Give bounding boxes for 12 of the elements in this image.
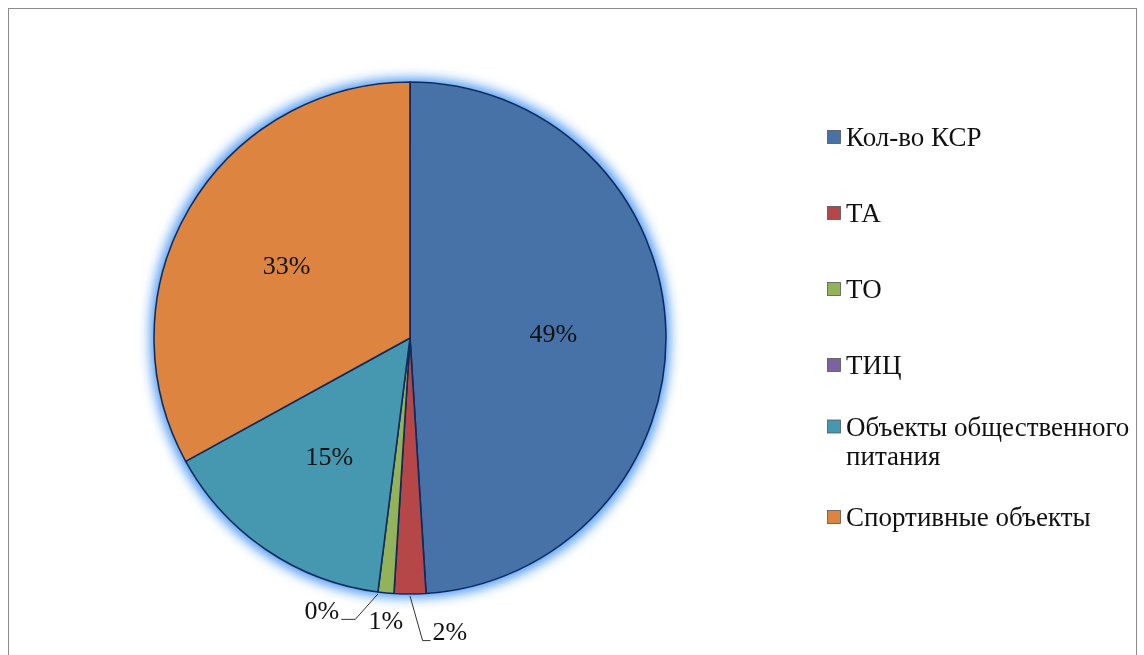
data-label: 33% — [262, 250, 311, 280]
text: 0% — [304, 595, 340, 625]
legend-label: Кол-во КСР — [846, 122, 982, 152]
legend-label: ТО — [846, 274, 882, 304]
data-label: 2% — [432, 617, 468, 647]
data-label: 15% — [305, 442, 354, 472]
legend-label: Объекты общественного питания — [846, 411, 1130, 471]
data-label: 49% — [529, 319, 578, 348]
data-label: 1% — [368, 606, 404, 636]
legend-label: ТА — [846, 198, 882, 228]
legend-label: Спортивные объекты — [846, 502, 1091, 532]
legend-label: ТИЦ — [846, 350, 902, 380]
